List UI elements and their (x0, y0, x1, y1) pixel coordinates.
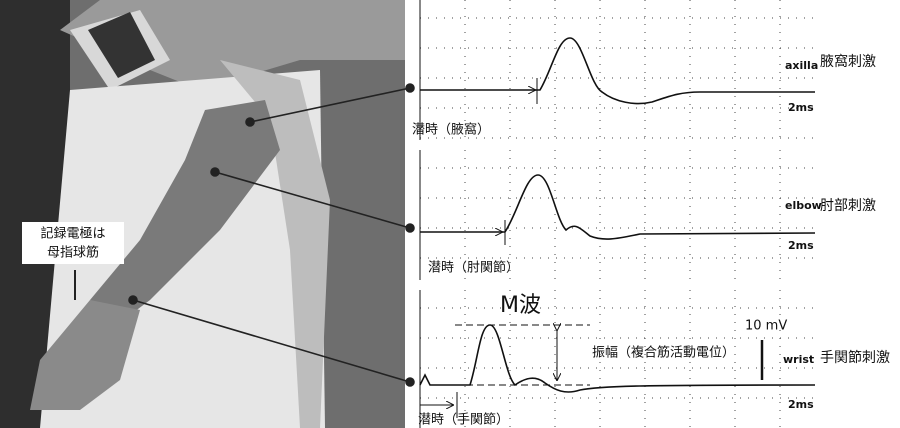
photo-label: 母指球筋 (47, 245, 99, 261)
stimulus-label: 肘部刺激 (820, 197, 876, 214)
amplitude-label: 振幅（複合筋活動電位） (592, 345, 735, 361)
photo-label: 記録電極は (40, 226, 105, 242)
latency-label: 潜時（手関節） (418, 413, 509, 428)
stimulus-label: 腋窩刺激 (820, 53, 876, 70)
site-label: elbow (785, 199, 822, 212)
voltage-scale: 10 mV (745, 319, 787, 334)
stimulus-label: 手関節刺激 (820, 349, 890, 366)
figure: 記録電極は 母指球筋 潜時（腋窩） axilla 2ms 腋窩刺激 潜時（肘関節… (0, 0, 900, 428)
time-scale: 2ms (788, 398, 814, 411)
trace-panel (420, 0, 815, 140)
latency-label: 潜時（肘関節） (428, 261, 519, 276)
m-wave-label: M波 (500, 293, 541, 318)
site-label: axilla (785, 59, 818, 72)
latency-label: 潜時（腋窩） (412, 122, 490, 138)
site-label: wrist (783, 353, 814, 366)
grids (420, 0, 815, 428)
time-scale: 2ms (788, 101, 814, 114)
photo (0, 0, 405, 428)
time-scale: 2ms (788, 239, 814, 252)
